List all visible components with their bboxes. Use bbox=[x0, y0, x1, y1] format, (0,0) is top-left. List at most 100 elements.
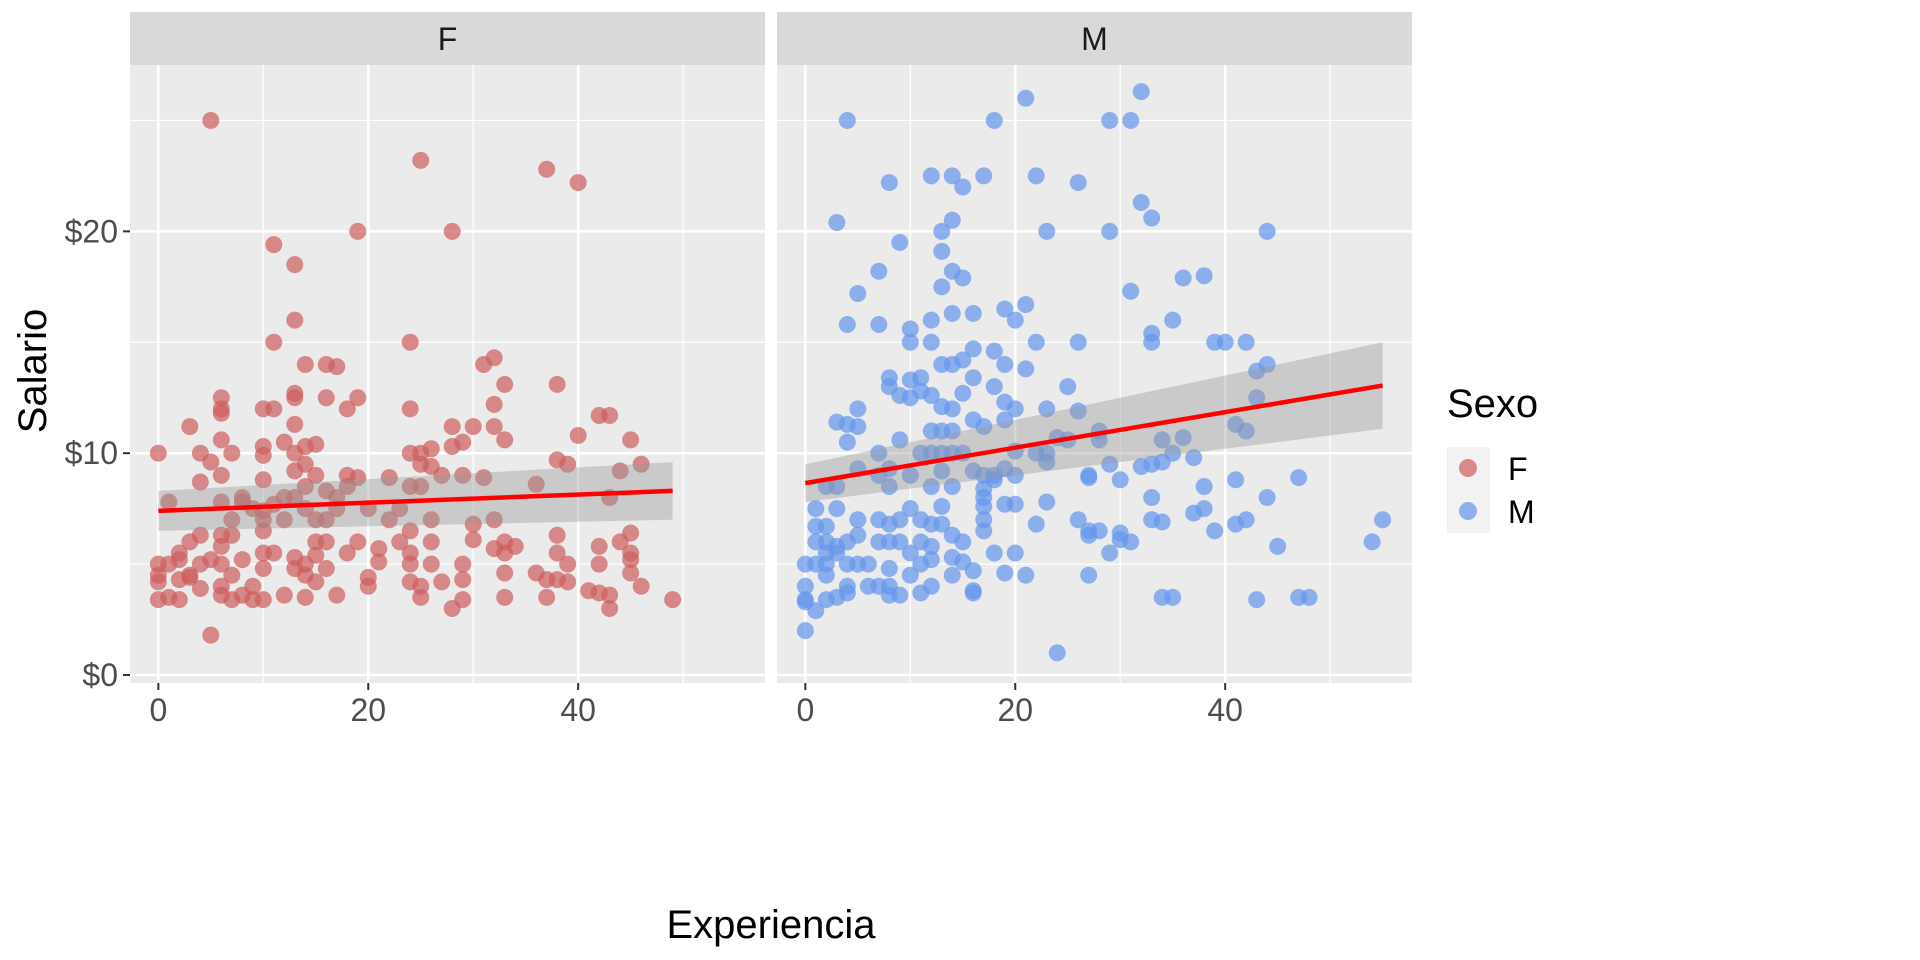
facet-panel-f: F 0 20 40 $0 $10 $20 bbox=[65, 12, 765, 728]
data-point bbox=[849, 284, 867, 302]
data-point bbox=[1059, 378, 1077, 396]
data-point bbox=[996, 300, 1014, 318]
data-point bbox=[275, 511, 293, 529]
data-point bbox=[1164, 311, 1182, 329]
data-point bbox=[454, 555, 472, 573]
data-point bbox=[1027, 333, 1045, 351]
data-point bbox=[943, 400, 961, 418]
data-point bbox=[622, 564, 640, 582]
data-point bbox=[286, 256, 304, 274]
data-point bbox=[601, 406, 619, 424]
data-point bbox=[985, 342, 1003, 360]
data-point bbox=[975, 418, 993, 436]
data-point bbox=[254, 471, 272, 489]
data-point bbox=[964, 304, 982, 322]
data-point bbox=[254, 446, 272, 464]
data-point bbox=[527, 475, 545, 493]
data-point bbox=[412, 151, 430, 169]
data-point bbox=[559, 455, 577, 473]
data-point bbox=[464, 515, 482, 533]
data-point bbox=[891, 431, 909, 449]
data-point bbox=[891, 586, 909, 604]
data-point bbox=[1195, 477, 1213, 495]
data-point bbox=[422, 555, 440, 573]
data-point bbox=[943, 422, 961, 440]
data-point bbox=[349, 533, 367, 551]
data-point bbox=[307, 435, 325, 453]
x-tick-label: 0 bbox=[796, 692, 814, 728]
legend-marker-f bbox=[1459, 459, 1477, 477]
data-point bbox=[1195, 500, 1213, 518]
data-point bbox=[996, 411, 1014, 429]
data-point bbox=[149, 444, 167, 462]
data-point bbox=[1038, 453, 1056, 471]
data-point bbox=[901, 466, 919, 484]
data-point bbox=[296, 455, 314, 473]
data-point bbox=[254, 560, 272, 578]
x-tick-label: 20 bbox=[350, 692, 386, 728]
data-point bbox=[1017, 566, 1035, 584]
data-point bbox=[223, 444, 241, 462]
data-point bbox=[338, 544, 356, 562]
data-point bbox=[464, 418, 482, 436]
data-point bbox=[254, 522, 272, 540]
data-point bbox=[422, 440, 440, 458]
data-point bbox=[1006, 400, 1024, 418]
data-point bbox=[1006, 311, 1024, 329]
data-point bbox=[275, 433, 293, 451]
data-point bbox=[422, 511, 440, 529]
data-point bbox=[328, 358, 346, 376]
data-point bbox=[1038, 222, 1056, 240]
data-point bbox=[964, 340, 982, 358]
data-point bbox=[275, 586, 293, 604]
data-point bbox=[380, 469, 398, 487]
data-point bbox=[964, 584, 982, 602]
data-point bbox=[475, 469, 493, 487]
data-point bbox=[286, 311, 304, 329]
data-point bbox=[412, 477, 430, 495]
data-point bbox=[506, 537, 524, 555]
data-point bbox=[212, 537, 230, 555]
data-point bbox=[1027, 515, 1045, 533]
data-point bbox=[181, 568, 199, 586]
data-point bbox=[401, 333, 419, 351]
data-point bbox=[1069, 174, 1087, 192]
data-point bbox=[317, 533, 335, 551]
data-point bbox=[202, 111, 220, 129]
data-point bbox=[265, 236, 283, 254]
data-point bbox=[212, 466, 230, 484]
data-point bbox=[212, 431, 230, 449]
data-point bbox=[1027, 167, 1045, 185]
data-point bbox=[1048, 644, 1066, 662]
data-point bbox=[454, 571, 472, 589]
data-point bbox=[632, 577, 650, 595]
data-point bbox=[1258, 489, 1276, 507]
data-point bbox=[401, 522, 419, 540]
data-point bbox=[233, 551, 251, 569]
data-point bbox=[922, 551, 940, 569]
data-point bbox=[943, 211, 961, 229]
data-point bbox=[1017, 360, 1035, 378]
data-point bbox=[964, 369, 982, 387]
data-point bbox=[496, 431, 514, 449]
data-point bbox=[901, 566, 919, 584]
data-point bbox=[286, 489, 304, 507]
legend-label-f: F bbox=[1508, 451, 1528, 487]
data-point bbox=[286, 389, 304, 407]
data-point bbox=[828, 213, 846, 231]
data-point bbox=[622, 551, 640, 569]
x-tick-label: 20 bbox=[997, 692, 1033, 728]
data-point bbox=[985, 471, 1003, 489]
data-point bbox=[223, 566, 241, 584]
data-point bbox=[1080, 566, 1098, 584]
data-point bbox=[996, 564, 1014, 582]
data-point bbox=[317, 389, 335, 407]
x-tick-label: 0 bbox=[149, 692, 167, 728]
data-point bbox=[922, 477, 940, 495]
data-point bbox=[191, 473, 209, 491]
data-point bbox=[559, 555, 577, 573]
data-point bbox=[1122, 111, 1140, 129]
data-point bbox=[632, 455, 650, 473]
data-point bbox=[1017, 296, 1035, 314]
